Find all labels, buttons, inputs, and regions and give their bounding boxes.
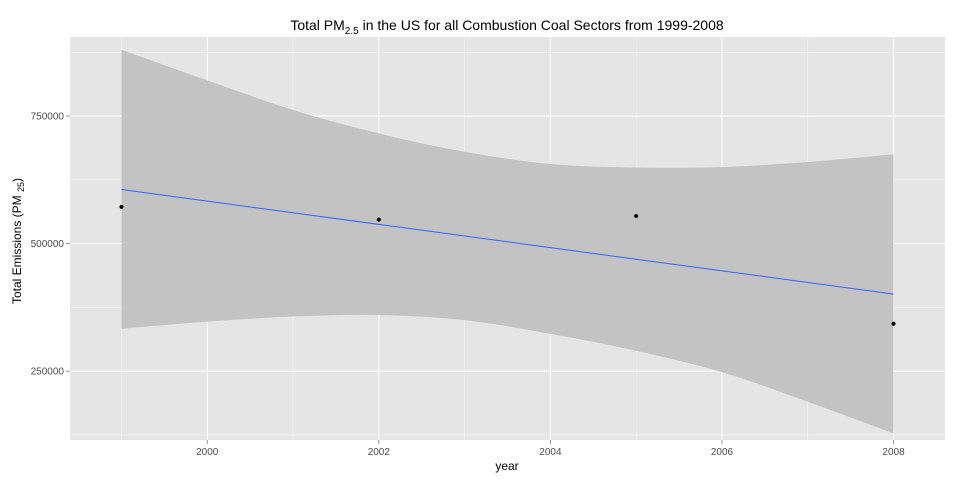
chart-title: Total PM2.5 in the US for all Combustion…	[290, 17, 724, 37]
data-point	[891, 321, 896, 326]
y-tick-label: 750000	[31, 112, 65, 123]
y-tick-label: 500000	[31, 239, 65, 250]
x-tick-label: 2000	[196, 447, 219, 458]
data-point	[376, 217, 381, 222]
data-points	[119, 204, 896, 326]
data-point	[634, 214, 639, 219]
x-tick-label: 2006	[711, 447, 734, 458]
x-tick-label: 2002	[368, 447, 391, 458]
data-point	[119, 204, 124, 209]
x-tick-label: 2008	[882, 447, 905, 458]
x-axis-title: year	[495, 459, 518, 473]
regression-line	[121, 189, 894, 295]
x-axis-ticks: 2000 2002 2004 2006 2008	[196, 440, 905, 458]
y-tick-label: 250000	[31, 367, 65, 378]
x-tick-label: 2004	[539, 447, 562, 458]
y-axis-title: Total Emissions (PM 25)	[10, 178, 26, 304]
y-axis-ticks: 250000 500000 750000	[31, 112, 70, 378]
